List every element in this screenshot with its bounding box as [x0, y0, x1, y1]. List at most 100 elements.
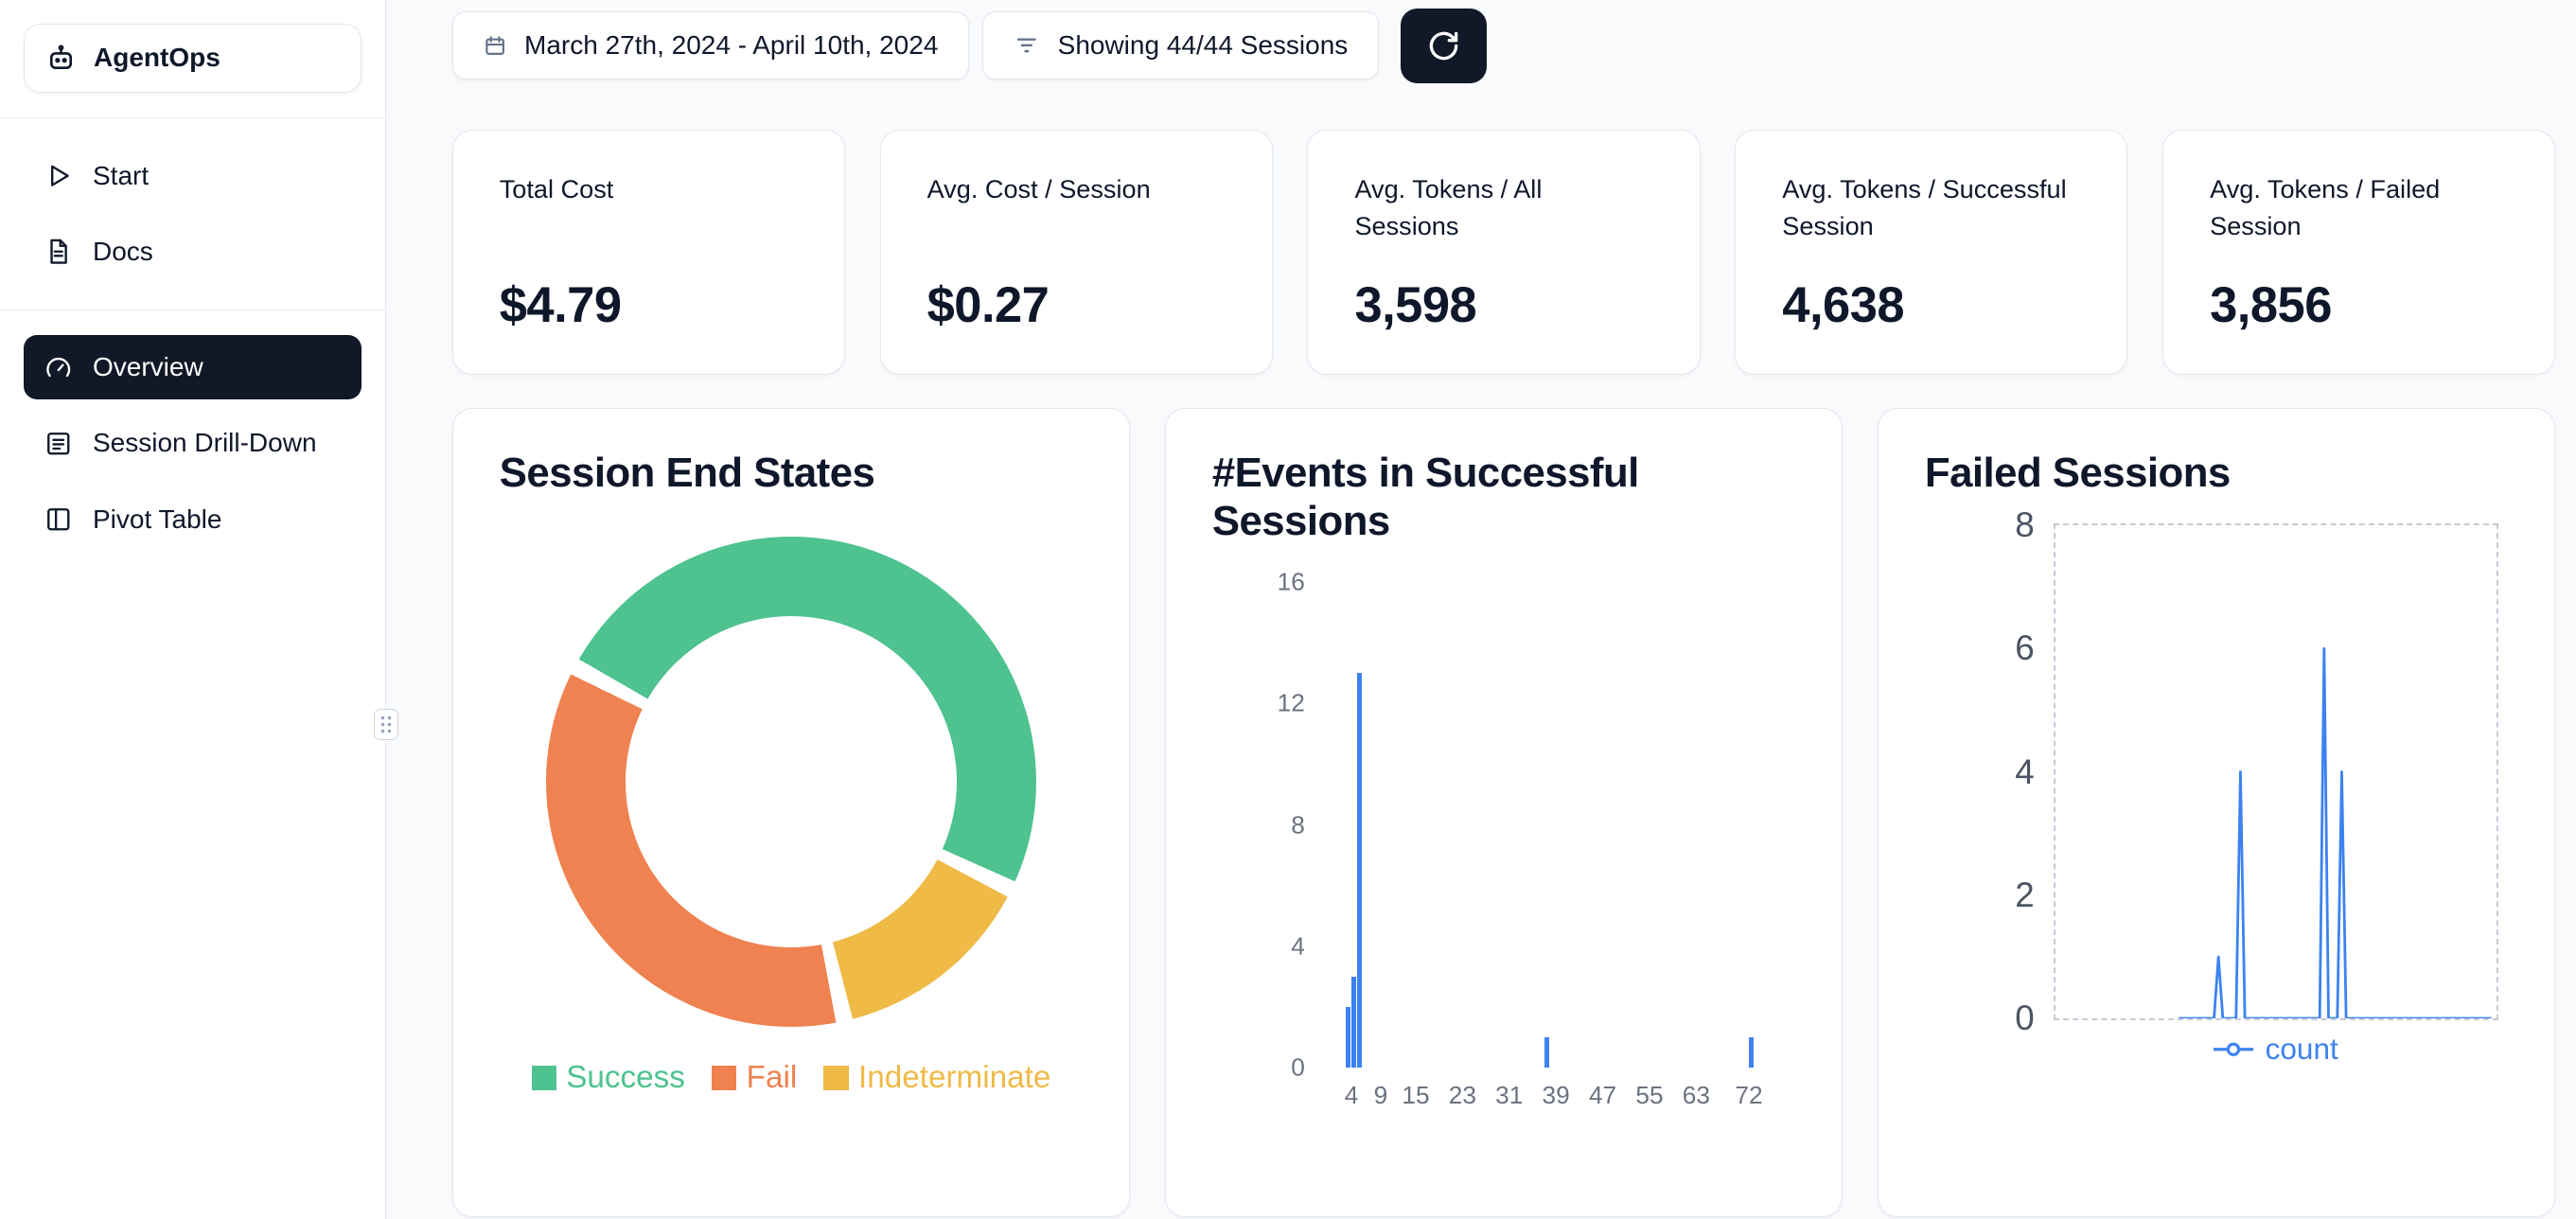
filter-icon: [1013, 31, 1041, 60]
brand-logo-box[interactable]: AgentOps: [23, 23, 362, 93]
stat-value: $4.79: [499, 276, 622, 333]
chart-title: #Events in Successful Sessions: [1211, 449, 1640, 545]
x-tick-label: 72: [1735, 1081, 1763, 1109]
sidebar-item-pivot-table[interactable]: Pivot Table: [24, 487, 362, 552]
stat-value: 4,638: [1782, 276, 1905, 333]
x-tick-label: 15: [1402, 1081, 1430, 1109]
sidebar-item-overview[interactable]: Overview: [23, 334, 362, 399]
legend-swatch: [823, 1066, 849, 1091]
list-icon: [44, 429, 74, 459]
histogram-bar: [1544, 1036, 1550, 1068]
refresh-button[interactable]: [1400, 8, 1487, 83]
stat-card-total-cost: Total Cost $4.79: [451, 129, 845, 375]
topbar: March 27th, 2024 - April 10th, 2024 Show…: [451, 8, 2556, 83]
line-legend-label: count: [2265, 1032, 2338, 1067]
stat-label: Avg. Tokens / All Sessions: [1354, 173, 1543, 240]
chart-title: Session End States: [499, 449, 875, 496]
histogram-bar: [1357, 673, 1363, 1068]
legend-swatch: [711, 1066, 737, 1091]
y-tick-label: 2: [2015, 874, 2035, 914]
gauge-icon: [44, 352, 74, 382]
donut-legend: Success Fail Indeterminate: [531, 1060, 1050, 1096]
failed-plot-outer: 0 2 4 6 8 count: [2015, 505, 2498, 1067]
stat-value: 3,598: [1354, 276, 1477, 333]
y-tick-label: 16: [1277, 567, 1305, 596]
x-tick-label: 55: [1635, 1081, 1664, 1109]
x-tick-label: 63: [1682, 1081, 1710, 1109]
sidebar-divider: [0, 309, 385, 310]
y-tick-label: 0: [2015, 998, 2035, 1038]
y-tick-label: 0: [1291, 1052, 1305, 1082]
y-tick-label: 12: [1277, 688, 1305, 717]
x-tick-label: 31: [1495, 1081, 1524, 1109]
sidebar-item-label: Start: [93, 160, 150, 190]
table-icon: [44, 504, 74, 535]
chart-title: Failed Sessions: [1924, 449, 2231, 496]
sidebar-item-label: Session Drill-Down: [93, 428, 317, 458]
failed-sessions-card: Failed Sessions 0 2 4 6 8 count: [1877, 407, 2556, 1218]
play-icon: [44, 161, 74, 191]
sidebar-resize-handle[interactable]: [373, 709, 398, 741]
stat-label: Total Cost: [499, 173, 614, 203]
y-tick-label: 4: [2015, 751, 2035, 791]
donut-wrap: Success Fail Indeterminate: [500, 497, 1083, 1096]
histogram-bar: [1345, 1006, 1351, 1068]
x-tick-label: 47: [1588, 1081, 1617, 1109]
refresh-icon: [1427, 29, 1460, 62]
legend-swatch: [531, 1066, 556, 1091]
stats-row: Total Cost $4.79 Avg. Cost / Session $0.…: [451, 129, 2556, 375]
stat-card-avg-tokens-all: Avg. Tokens / All Sessions 3,598: [1307, 129, 1701, 375]
histogram-bar: [1748, 1036, 1755, 1068]
session-filter-button[interactable]: Showing 44/44 Sessions: [981, 11, 1379, 80]
calendar-icon: [483, 33, 507, 58]
x-tick-label: 9: [1373, 1081, 1388, 1109]
sidebar-item-session-drill-down[interactable]: Session Drill-Down: [24, 411, 362, 475]
sidebar-divider: [0, 117, 385, 118]
y-tick-label: 8: [2015, 505, 2035, 545]
donut-chart: [545, 537, 1036, 1028]
events-plot-outer: 0 4 8 12 16 4 9 15 23 31 39 47 55 63 72: [1278, 568, 1772, 1109]
sidebar: AgentOps Start Docs Overview: [0, 0, 398, 1219]
legend-label: Success: [566, 1060, 685, 1096]
donut-legend-item[interactable]: Fail: [711, 1060, 798, 1096]
date-range-button[interactable]: March 27th, 2024 - April 10th, 2024: [451, 11, 969, 80]
stat-card-avg-cost-session: Avg. Cost / Session $0.27: [879, 129, 1273, 375]
stat-card-avg-tokens-failed: Avg. Tokens / Failed Session 3,856: [2162, 129, 2556, 375]
stat-label: Avg. Cost / Session: [926, 173, 1151, 203]
x-tick-label: 39: [1542, 1081, 1570, 1109]
count-legend[interactable]: count: [2054, 1032, 2497, 1067]
histogram-bar: [1351, 976, 1357, 1068]
docs-icon: [44, 237, 74, 267]
y-tick-label: 6: [2015, 628, 2035, 668]
agentops-logo-icon: [44, 42, 78, 75]
legend-label: Indeterminate: [858, 1060, 1051, 1096]
events-histogram-card: #Events in Successful Sessions 0 4 8 12 16 4 9…: [1164, 407, 1844, 1218]
session-filter-label: Showing 44/44 Sessions: [1057, 30, 1349, 61]
date-range-label: March 27th, 2024 - April 10th, 2024: [524, 30, 939, 61]
sidebar-item-label: Pivot Table: [93, 504, 222, 534]
stat-card-avg-tokens-successful: Avg. Tokens / Successful Session 4,638: [1735, 129, 2128, 375]
sidebar-item-docs[interactable]: Docs: [24, 220, 362, 284]
y-tick-label: 4: [1291, 931, 1305, 961]
legend-label: Fail: [746, 1060, 798, 1096]
main-content: March 27th, 2024 - April 10th, 2024 Show…: [386, 0, 2576, 1219]
donut-legend-item[interactable]: Indeterminate: [823, 1060, 1050, 1096]
session-end-states-card: Session End States Success Fail Indeterm…: [451, 407, 1131, 1218]
count-line-chart: [2056, 525, 2496, 1018]
x-tick-label: 23: [1448, 1081, 1476, 1109]
stat-label: Avg. Tokens / Successful Session: [1782, 173, 2067, 240]
stat-label: Avg. Tokens / Failed Session: [2210, 173, 2441, 240]
line-legend-glyph-icon: [2214, 1041, 2254, 1058]
x-tick-label: 4: [1344, 1081, 1359, 1109]
sidebar-item-label: Overview: [93, 351, 203, 381]
sidebar-item-label: Docs: [93, 237, 153, 267]
charts-row: Session End States Success Fail Indeterm…: [451, 407, 2556, 1218]
stat-value: 3,856: [2210, 276, 2332, 333]
events-plot: 0 4 8 12 16 4 9 15 23 31 39 47 55 63 72: [1278, 568, 1772, 1109]
brand-name: AgentOps: [94, 43, 221, 73]
count-line: [2179, 648, 2492, 1018]
failed-plot: 0 2 4 6 8: [2015, 505, 2498, 1037]
donut-legend-item[interactable]: Success: [531, 1060, 685, 1096]
sidebar-item-start[interactable]: Start: [24, 144, 362, 208]
stat-value: $0.27: [926, 276, 1050, 333]
